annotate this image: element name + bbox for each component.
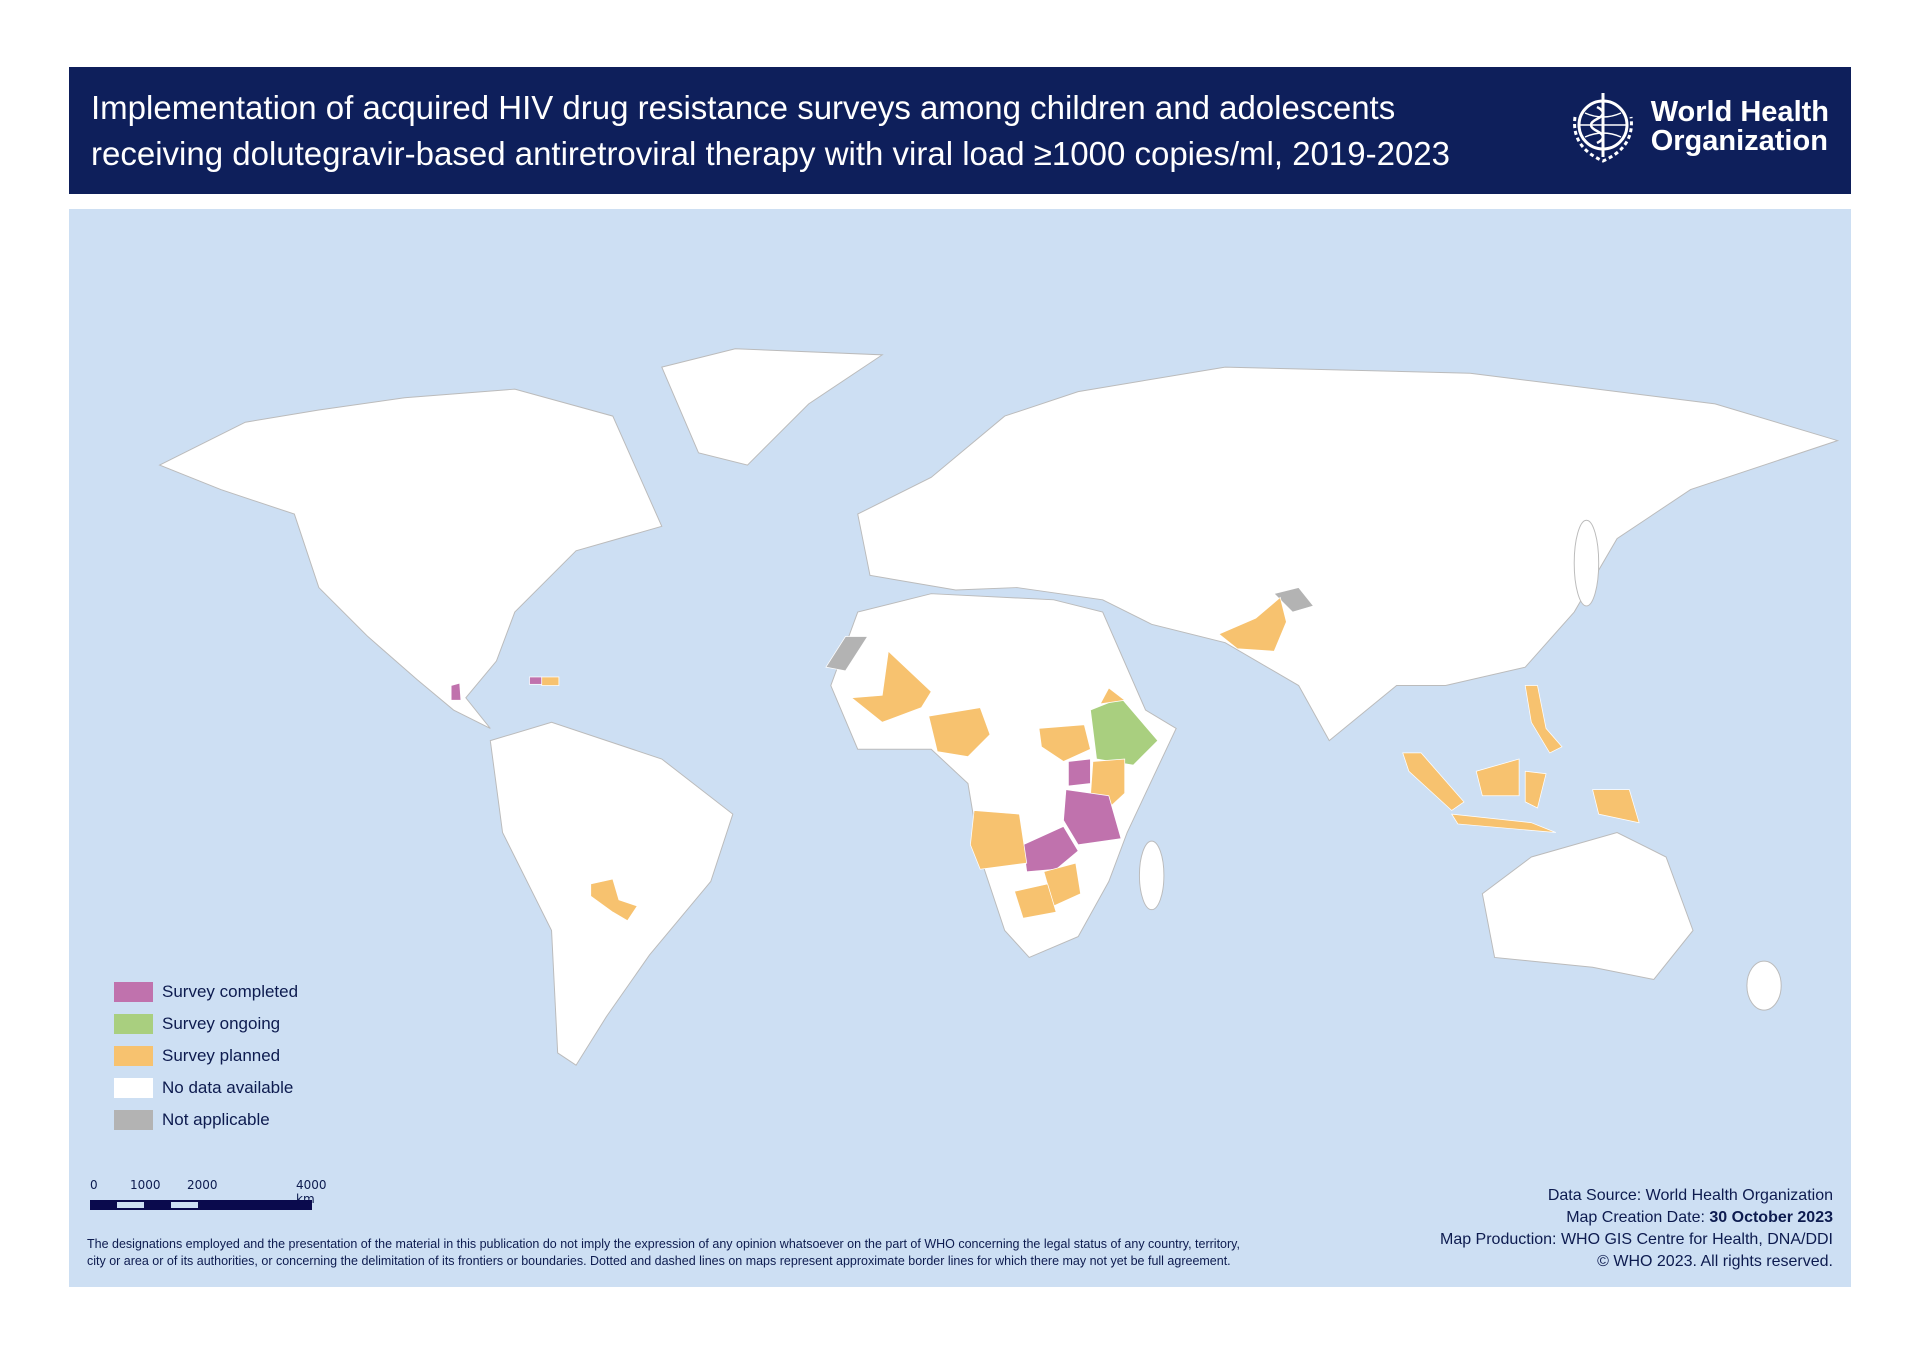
madagascar <box>1138 840 1165 911</box>
title-line-2: receiving dolutegravir-based antiretrovi… <box>91 135 1451 172</box>
country-indonesia-sumatra <box>1402 752 1465 811</box>
legend-item-not-applicable: Not applicable <box>114 1104 298 1136</box>
country-pakistan <box>1218 596 1287 652</box>
legend-swatch <box>114 982 153 1002</box>
country-papua-new-guinea <box>1592 789 1640 824</box>
creation-date: Map Creation Date: 30 October 2023 <box>1440 1207 1833 1229</box>
country-angola <box>970 810 1028 870</box>
legend-label: No data available <box>162 1078 294 1097</box>
legend-label: Not applicable <box>162 1110 270 1129</box>
legend-swatch <box>114 1078 153 1098</box>
country-nigeria <box>928 707 991 757</box>
scale-tick: 1000 <box>130 1178 161 1192</box>
country-tanzania <box>1063 789 1122 846</box>
country-mali <box>850 650 932 723</box>
who-emblem-icon <box>1572 93 1633 163</box>
copyright: © WHO 2023. All rights reserved. <box>1597 1253 1833 1270</box>
country-kashmir <box>1273 587 1314 613</box>
disclaimer: The designations employed and the presen… <box>87 1236 1387 1270</box>
country-botswana <box>1014 883 1057 919</box>
country-haiti <box>529 676 543 685</box>
legend: Survey completed Survey ongoing Survey p… <box>114 976 298 1136</box>
legend-swatch <box>114 1014 153 1034</box>
map-area: Survey completed Survey ongoing Survey p… <box>69 209 1851 1287</box>
disclaimer-line: The designations employed and the presen… <box>87 1237 1240 1251</box>
japan <box>1573 519 1600 607</box>
country-zambia-malawi <box>1022 825 1079 873</box>
legend-item-ongoing: Survey ongoing <box>114 1008 298 1040</box>
eurasia <box>857 366 1840 742</box>
legend-item-planned: Survey planned <box>114 1040 298 1072</box>
scale-tick: 0 <box>90 1178 98 1192</box>
country-philippines <box>1524 685 1563 754</box>
legend-item-completed: Survey completed <box>114 976 298 1008</box>
country-eritrea <box>1099 687 1126 705</box>
country-indonesia-borneo <box>1475 758 1520 797</box>
legend-label: Survey ongoing <box>162 1014 281 1033</box>
country-south-sudan <box>1038 724 1091 762</box>
who-logo: World Health Organization <box>1563 87 1829 167</box>
logo-text-line-2: Organization <box>1650 125 1828 157</box>
creation-date-label: Map Creation Date: <box>1566 1209 1710 1226</box>
legend-label: Survey planned <box>162 1046 281 1065</box>
world-map <box>158 348 1840 1066</box>
credits: Data Source: World Health Organization M… <box>1440 1185 1833 1273</box>
country-guatemala <box>450 682 462 701</box>
new-zealand <box>1746 960 1782 1011</box>
disclaimer-line: city or area or of its authorities, or c… <box>87 1254 1231 1268</box>
country-indonesia-sulawesi <box>1524 770 1547 809</box>
country-indonesia-java <box>1451 813 1556 833</box>
logo-text-line-1: World Health <box>1650 96 1829 128</box>
country-western-sahara <box>825 636 869 672</box>
title-banner: Implementation of acquired HIV drug resi… <box>69 67 1851 194</box>
legend-item-no-data: No data available <box>114 1072 298 1104</box>
scale-bar <box>90 1200 312 1210</box>
map-title: Implementation of acquired HIV drug resi… <box>91 85 1450 177</box>
data-source: Data Source: World Health Organization <box>1547 1187 1833 1204</box>
scale-tick: 2000 <box>187 1178 218 1192</box>
australia <box>1481 831 1694 981</box>
country-uganda <box>1068 758 1091 787</box>
title-line-1: Implementation of acquired HIV drug resi… <box>91 89 1396 126</box>
legend-label: Survey completed <box>162 982 299 1001</box>
country-dominican-republic <box>541 676 560 686</box>
country-paraguay <box>590 878 638 922</box>
creation-date-value: 30 October 2023 <box>1709 1209 1833 1226</box>
north-america <box>158 388 663 729</box>
legend-swatch <box>114 1046 153 1066</box>
greenland <box>661 348 884 466</box>
map-production: Map Production: WHO GIS Centre for Healt… <box>1439 1231 1833 1248</box>
legend-swatch <box>114 1110 153 1130</box>
